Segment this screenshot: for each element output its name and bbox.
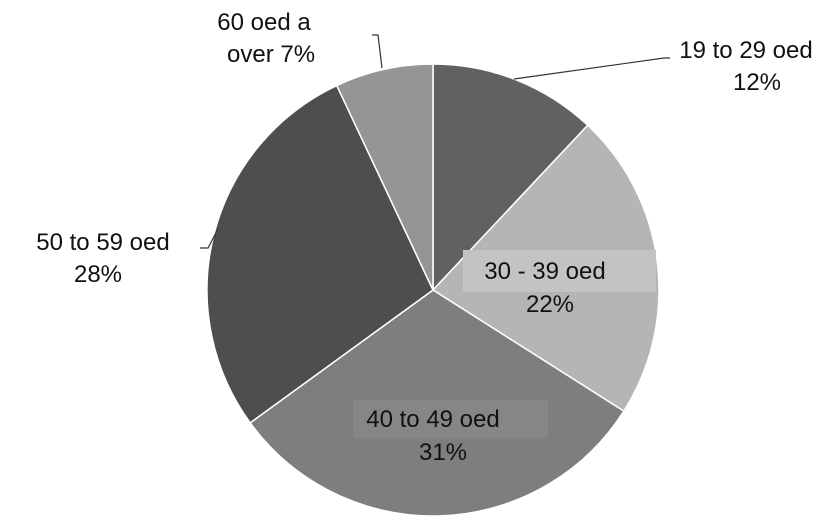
leader-line-50-59 (200, 228, 219, 249)
slice-label2-60-over: over 7% (227, 41, 315, 68)
leader-line-60-over (372, 34, 383, 69)
slice-label-30-39: 30 - 39 oed (484, 258, 605, 285)
label-bg-30-39 (463, 250, 656, 292)
slice-label-50-59: 50 to 59 oed (36, 229, 169, 256)
slice-label-19-29: 19 to 29 oed (679, 37, 812, 64)
slice-value-60-over: 7% (280, 41, 315, 68)
slice-label-60-over: 60 oed a (217, 9, 311, 36)
slice-label2-60-over-text: over (227, 41, 274, 68)
leader-lines-group (200, 34, 670, 249)
slice-value-19-29: 12% (733, 69, 781, 96)
leader-line-19-29 (513, 57, 670, 80)
label-bg-40-49 (353, 400, 548, 438)
pie-slice-4 (335, 63, 434, 291)
slice-value-40-49: 31% (419, 439, 467, 466)
slice-label-40-49: 40 to 49 oed (366, 406, 499, 433)
pie-slice-3 (206, 84, 434, 424)
slice-value-30-39: 22% (526, 291, 574, 318)
pie-slice-0 (432, 63, 589, 292)
slice-value-50-59: 28% (74, 261, 122, 288)
